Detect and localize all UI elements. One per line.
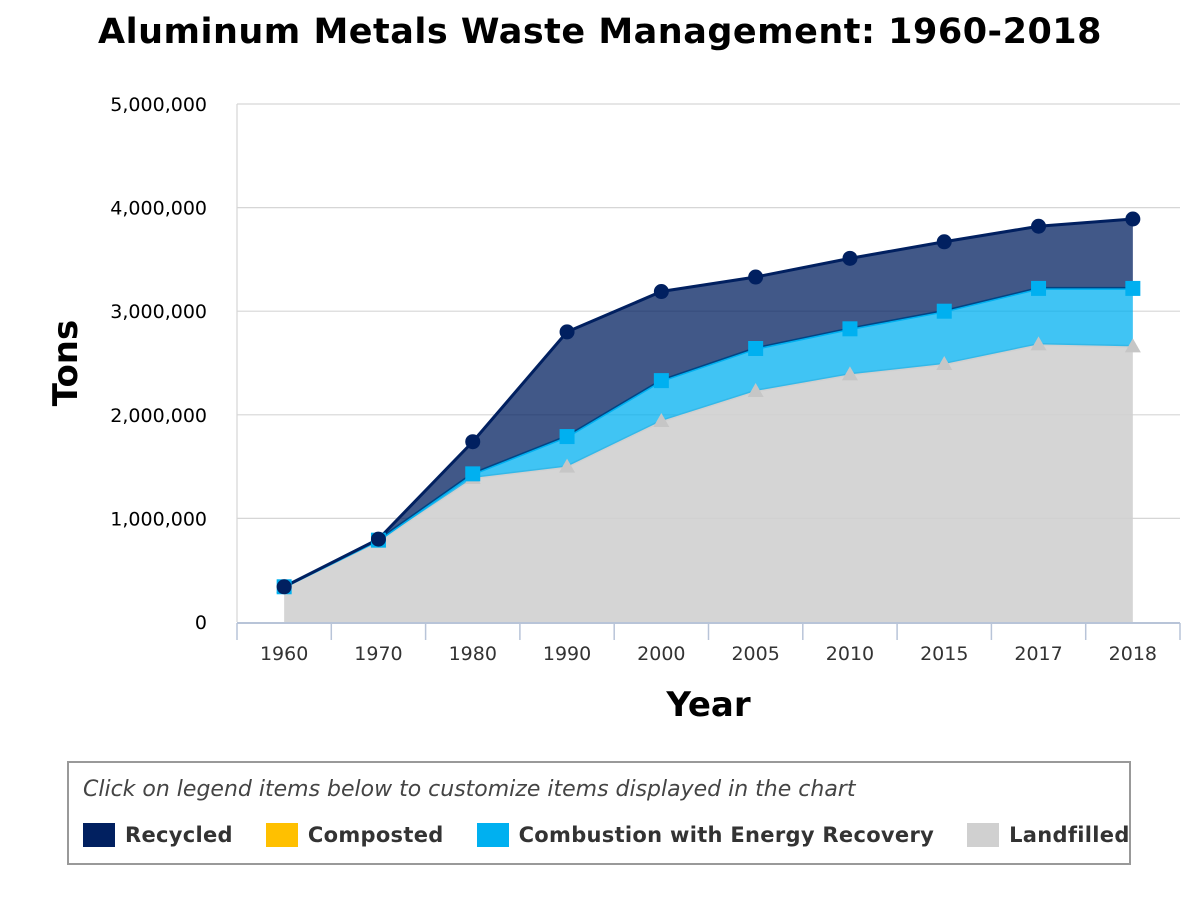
marker-combustion-with-energy-recovery	[748, 340, 764, 356]
line-recycled	[283, 217, 1133, 589]
area-combustion-with-energy-recovery	[284, 288, 1133, 587]
chart-title: Aluminum Metals Waste Management: 1960-2…	[97, 12, 1102, 52]
legend-items: Recycled Composted Combustion with Energy …	[83, 823, 1130, 847]
y-tick-label: 2,000,000	[110, 405, 207, 427]
x-tick-label: 2005	[731, 643, 779, 665]
marker-recycled	[276, 579, 292, 595]
marker-combustion-with-energy-recovery	[465, 466, 481, 482]
y-axis-title: Tons	[46, 320, 86, 406]
marker-recycled	[1031, 218, 1047, 234]
marker-combustion-with-energy-recovery	[653, 373, 669, 389]
legend-swatch	[476, 823, 509, 847]
y-tick-label: 1,000,000	[110, 508, 207, 530]
legend-label: Recycled	[125, 823, 233, 847]
marker-recycled	[653, 284, 669, 300]
legend-hint: Click on legend items below to customize…	[83, 777, 856, 802]
legend-swatch	[83, 823, 115, 847]
series-markers	[276, 211, 1141, 595]
marker-recycled	[1125, 211, 1141, 227]
x-tick-label: 2015	[920, 643, 968, 665]
legend-item-combustion-with-energy-recovery[interactable]: Combustion with Energy Recovery	[476, 823, 935, 847]
legend-label: Combustion with Energy Recovery	[518, 823, 935, 847]
legend-label: Composted	[307, 823, 444, 847]
marker-landfilled	[747, 382, 764, 397]
y-tick-label: 5,000,000	[110, 94, 207, 116]
area-recycled	[284, 218, 1133, 587]
x-tick-label: 2017	[1014, 643, 1062, 665]
marker-recycled	[465, 434, 481, 450]
marker-combustion-with-energy-recovery	[559, 429, 575, 445]
series-areas	[283, 217, 1133, 622]
marker-landfilled	[841, 366, 858, 381]
legend-item-recycled[interactable]: Recycled	[83, 823, 233, 847]
chart-plot: 0 1,000,000 2,000,000 3,000,000 4,000,000 5,0…	[46, 94, 1181, 725]
y-tick-label: 4,000,000	[110, 198, 207, 220]
x-tick-label: 1960	[260, 643, 308, 665]
legend-swatch	[265, 823, 298, 847]
x-tick-label: 1990	[543, 643, 591, 665]
legend: Click on legend items below to customize…	[67, 761, 1131, 865]
legend-swatch	[967, 823, 1000, 847]
marker-recycled	[842, 250, 858, 266]
marker-landfilled	[559, 458, 576, 473]
marker-combustion-with-energy-recovery	[1125, 280, 1141, 296]
marker-landfilled	[653, 413, 670, 428]
legend-item-landfilled[interactable]: Landfilled	[967, 823, 1130, 847]
marker-combustion-with-energy-recovery	[936, 303, 952, 319]
tick-labels: 0 1,000,000 2,000,000 3,000,000 4,000,000 5,0…	[46, 94, 1157, 725]
marker-recycled	[936, 234, 952, 250]
marker-recycled	[748, 269, 764, 285]
x-tick-label: 1970	[354, 643, 402, 665]
x-tick-label: 2018	[1109, 643, 1157, 665]
area-landfilled	[284, 344, 1133, 622]
marker-recycled	[370, 531, 386, 547]
legend-label: Landfilled	[1009, 823, 1130, 847]
y-tick-label: 3,000,000	[110, 301, 207, 323]
marker-combustion-with-energy-recovery	[842, 321, 858, 337]
marker-landfilled	[936, 356, 953, 371]
axes	[236, 104, 1181, 640]
x-tick-label: 2000	[637, 643, 685, 665]
y-tick-label: 0	[195, 612, 207, 634]
x-tick-label: 1980	[449, 643, 497, 665]
x-tick-label: 2010	[826, 643, 874, 665]
legend-item-composted[interactable]: Composted	[265, 823, 444, 847]
marker-combustion-with-energy-recovery	[1031, 280, 1047, 296]
marker-landfilled	[1124, 338, 1141, 353]
x-axis-title: Year	[665, 685, 751, 725]
marker-landfilled	[1030, 336, 1047, 351]
marker-recycled	[559, 324, 575, 340]
